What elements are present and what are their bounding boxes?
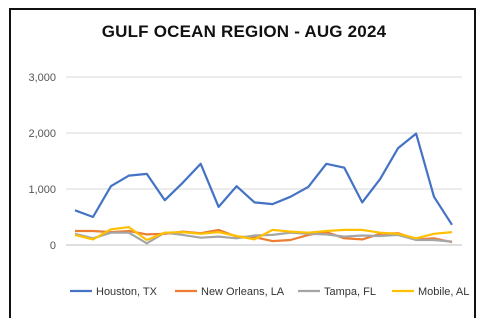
chart-title: GULF OCEAN REGION - AUG 2024 (101, 22, 387, 41)
y-tick-label: 2,000 (28, 128, 56, 140)
legend-label: Tampa, FL (324, 286, 376, 298)
legend-label: New Orleans, LA (201, 286, 285, 298)
series-lines (74, 132, 453, 245)
y-tick-label: 1,000 (28, 184, 56, 196)
series-line-mobile-al (74, 226, 453, 242)
legend-label: Mobile, AL (418, 286, 469, 298)
series-line-houston-tx (74, 132, 453, 226)
legend-label: Houston, TX (96, 286, 158, 298)
legend: Houston, TX New Orleans, LA Tampa, FL Mobil… (70, 286, 469, 298)
gridlines (66, 76, 462, 246)
y-axis-tick-labels: 0 1,000 2,000 3,000 (28, 72, 56, 252)
chart-frame (9, 8, 476, 318)
y-tick-label: 3,000 (28, 72, 56, 84)
y-tick-label: 0 (50, 240, 56, 252)
